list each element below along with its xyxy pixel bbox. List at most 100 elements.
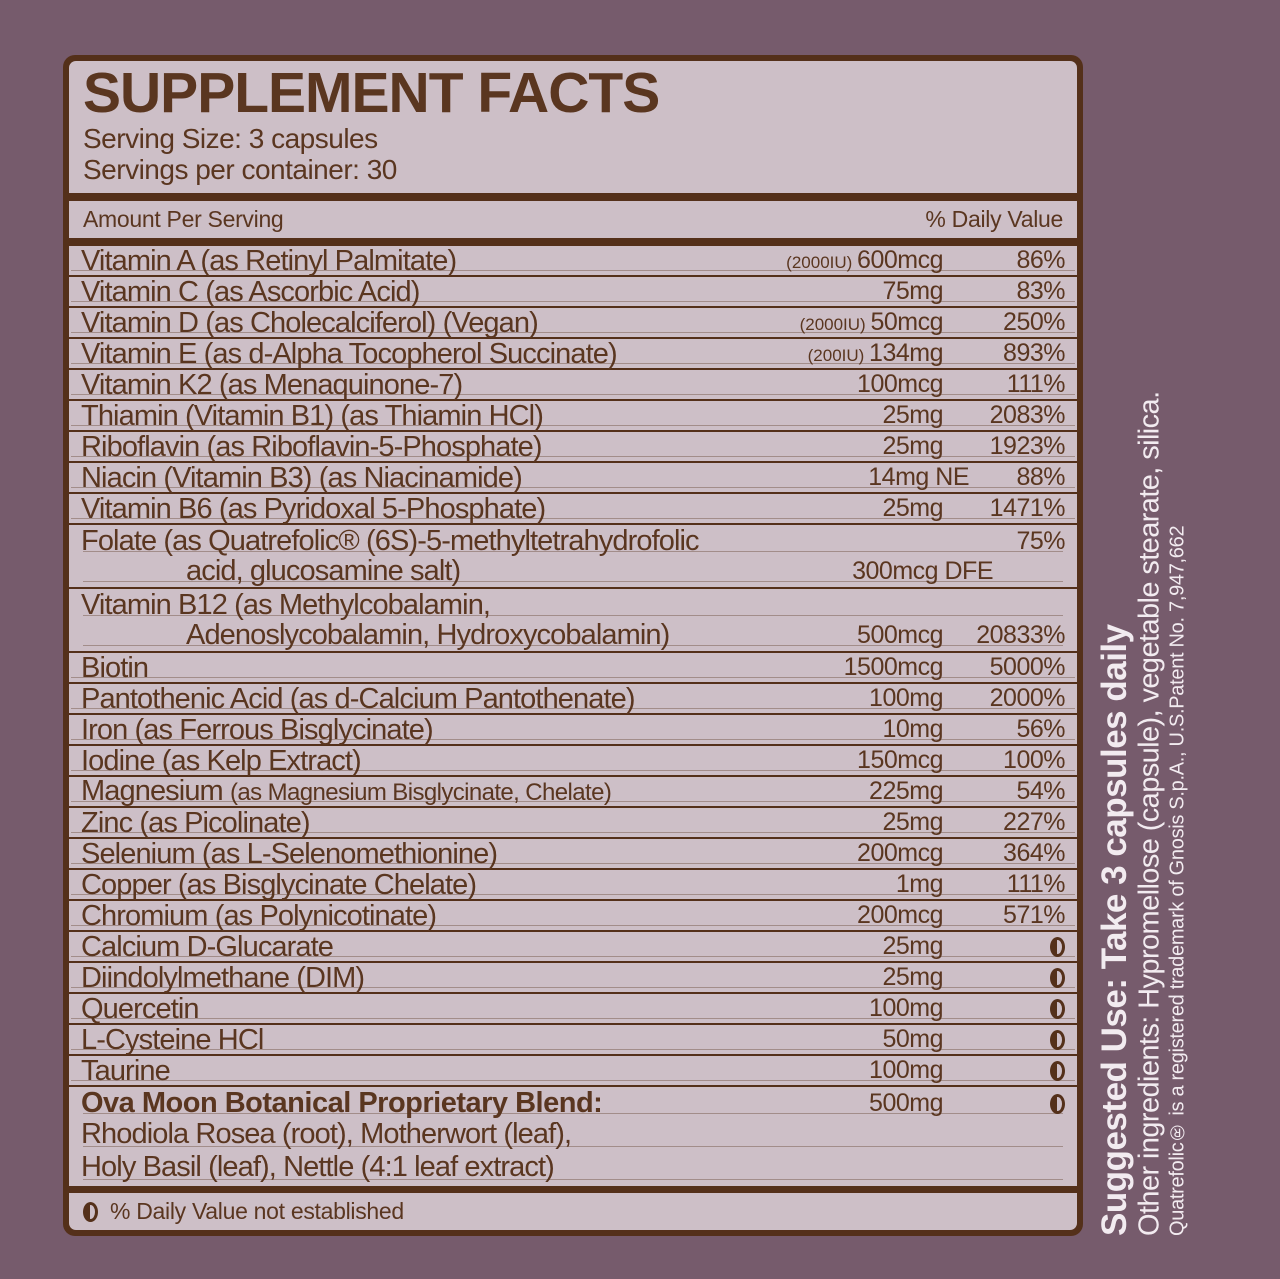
footnote: % Daily Value not established bbox=[69, 1193, 1077, 1230]
row-name: Vitamin D (as Cholecalciferol) (Vegan) bbox=[81, 306, 539, 339]
row-dv: 571% bbox=[1003, 901, 1065, 929]
row-name: Selenium (as L-Selenomethionine) bbox=[81, 837, 498, 870]
blend-row: Ova Moon Botanical Proprietary Blend: 500… bbox=[69, 1087, 1077, 1186]
row-dv: 111% bbox=[1006, 370, 1066, 398]
page-title: SUPPLEMENT FACTS bbox=[83, 61, 660, 125]
moon-icon bbox=[83, 1201, 98, 1222]
iu-label: (2000IU) bbox=[786, 253, 858, 272]
table-row: Vitamin A (as Retinyl Palmitate) (2000IU)… bbox=[69, 246, 1077, 277]
row-name: Biotin bbox=[81, 651, 149, 684]
row-name: Magnesium (as Magnesium Bisglycinate, Ch… bbox=[81, 774, 612, 807]
row-dv: 250% bbox=[1003, 308, 1065, 336]
row-name: Vitamin K2 (as Menaquinone-7) bbox=[81, 368, 463, 401]
row-name: Vitamin E (as d-Alpha Tocopherol Succina… bbox=[81, 337, 618, 370]
supplement-facts-panel: SUPPLEMENT FACTS Serving Size: 3 capsule… bbox=[63, 55, 1083, 1236]
other-ingredients-text: Other ingredients: Hypromellose (capsule… bbox=[1133, 391, 1166, 1236]
table-row: Selenium (as L-Selenomethionine) 200mcg 36… bbox=[69, 839, 1077, 870]
row-name: Adenoslycobalamin, Hydroxycobalamin) bbox=[186, 619, 670, 651]
row-dv: 54% bbox=[1016, 777, 1065, 805]
column-dv-label: % Daily Value bbox=[925, 206, 1063, 232]
blend-name: Ova Moon Botanical Proprietary Blend: bbox=[81, 1087, 603, 1119]
iu-label: (2000IU) bbox=[799, 315, 871, 334]
row-name: Calcium D-Glucarate bbox=[81, 930, 334, 963]
moon-icon bbox=[1050, 937, 1065, 957]
table-row: Copper (as Bisglycinate Chelate) 1mg 111% bbox=[69, 870, 1077, 901]
row-dv: 111% bbox=[1006, 870, 1066, 898]
row-dv: 893% bbox=[1003, 339, 1065, 367]
row-name: Vitamin C (as Ascorbic Acid) bbox=[81, 275, 420, 308]
table-row: Riboflavin (as Riboflavin-5-Phosphate) 25… bbox=[69, 432, 1077, 463]
table-row: Quercetin 100mg bbox=[69, 994, 1077, 1025]
table-row: L-Cysteine HCl 50mg bbox=[69, 1025, 1077, 1056]
table-row: Iodine (as Kelp Extract) 150mcg 100% bbox=[69, 746, 1077, 777]
trademark-text: Quatrefolic® is a registered trademark o… bbox=[1166, 525, 1189, 1236]
row-amount: 10mg bbox=[882, 715, 943, 743]
row-dv: 1923% bbox=[989, 432, 1066, 460]
row-amount: 100mcg bbox=[857, 370, 943, 398]
table-row: Niacin (Vitamin B3) (as Niacinamide) 14mg… bbox=[69, 463, 1077, 494]
table-row: Vitamin K2 (as Menaquinone-7) 100mcg 111% bbox=[69, 370, 1077, 401]
row-name: Pantothenic Acid (as d-Calcium Pantothen… bbox=[81, 682, 636, 715]
row-name: Thiamin (Vitamin B1) (as Thiamin HCl) bbox=[81, 399, 544, 432]
row-name: Iodine (as Kelp Extract) bbox=[81, 744, 362, 777]
row-dv: 86% bbox=[1016, 246, 1065, 274]
row-name: acid, glucosamine salt) bbox=[186, 555, 461, 587]
row-amount: 300mcg DFE bbox=[852, 556, 993, 585]
servings-per-container: Servings per container: 30 bbox=[83, 154, 397, 185]
table-row: Vitamin B6 (as Pyridoxal 5-Phosphate) 25m… bbox=[69, 494, 1077, 525]
table-row: Chromium (as Polynicotinate) 200mcg 571% bbox=[69, 901, 1077, 932]
row-name: Copper (as Bisglycinate Chelate) bbox=[81, 868, 477, 901]
row-dv: 2000% bbox=[989, 684, 1066, 712]
row-amount: 25mg bbox=[882, 432, 943, 460]
row-amount: 100mg bbox=[869, 1056, 943, 1084]
moon-icon bbox=[1050, 1030, 1065, 1050]
blend-ingredient-line: Rhodiola Rosea (root), Motherwort (leaf)… bbox=[81, 1118, 1065, 1151]
table-row: Diindolylmethane (DIM) 25mg bbox=[69, 963, 1077, 994]
row-dv: 227% bbox=[1003, 808, 1065, 836]
row-amount: 200mcg bbox=[857, 839, 943, 867]
table-row: Zinc (as Picolinate) 25mg 227% bbox=[69, 808, 1077, 839]
row-amount: (2000IU) 50mcg bbox=[799, 308, 944, 336]
row-name: Chromium (as Polynicotinate) bbox=[81, 899, 437, 932]
table-row: Biotin 1500mcg 5000% bbox=[69, 653, 1077, 684]
row-name-small: (as Magnesium Bisglycinate, Chelate) bbox=[229, 778, 612, 806]
row-dv: 5000% bbox=[989, 653, 1066, 681]
moon-icon bbox=[1050, 1093, 1065, 1114]
table-row: Calcium D-Glucarate 25mg bbox=[69, 932, 1077, 963]
row-amount: 25mg bbox=[882, 401, 943, 429]
row-dv bbox=[943, 1056, 1065, 1085]
moon-icon bbox=[1050, 968, 1065, 988]
row-dv: 100% bbox=[1003, 746, 1065, 774]
row-name: Taurine bbox=[81, 1054, 171, 1087]
row-dv: 83% bbox=[1016, 277, 1065, 305]
row-amount: 1500mcg bbox=[843, 653, 944, 681]
row-amount: 25mg bbox=[882, 494, 943, 522]
blend-ingredient-line: Holy Basil (leaf), Nettle (4:1 leaf extr… bbox=[81, 1151, 1065, 1184]
row-amount: 150mcg bbox=[857, 746, 943, 774]
row-dv: 20833% bbox=[976, 620, 1065, 649]
iu-label: (200IU) bbox=[807, 346, 870, 365]
row-name: Folate (as Quatrefolic® (6S)-5-methyltet… bbox=[81, 525, 700, 557]
row-amount: 25mg bbox=[882, 808, 943, 836]
row-name: Iron (as Ferrous Bisglycinate) bbox=[81, 713, 434, 746]
panel-header: SUPPLEMENT FACTS Serving Size: 3 capsule… bbox=[69, 61, 1077, 193]
row-dv: 1471% bbox=[989, 494, 1066, 522]
row-name: Vitamin B6 (as Pyridoxal 5-Phosphate) bbox=[81, 492, 546, 525]
row-name: Riboflavin (as Riboflavin-5-Phosphate) bbox=[81, 430, 543, 463]
row-dv: 2083% bbox=[989, 401, 1066, 429]
row-amount: 50mg bbox=[882, 1025, 943, 1053]
row-amount: 225mg bbox=[869, 777, 943, 805]
row-amount: (200IU) 134mg bbox=[807, 339, 944, 367]
row-amount: 25mg bbox=[882, 932, 943, 960]
row-dv bbox=[943, 963, 1065, 992]
row-amount: (2000IU) 600mcg bbox=[786, 246, 943, 274]
table-row: Vitamin B12 (as Methylcobalamin, Adenosly… bbox=[69, 589, 1077, 653]
row-dv: 88% bbox=[1016, 463, 1065, 491]
row-dv bbox=[943, 994, 1065, 1023]
table-row: Taurine 100mg bbox=[69, 1056, 1077, 1087]
table-row: Vitamin E (as d-Alpha Tocopherol Succina… bbox=[69, 339, 1077, 370]
row-amount: 1mg bbox=[895, 870, 944, 898]
row-dv: 75% bbox=[1016, 526, 1065, 555]
row-amount: 100mg bbox=[869, 684, 943, 712]
moon-icon bbox=[1050, 999, 1065, 1019]
